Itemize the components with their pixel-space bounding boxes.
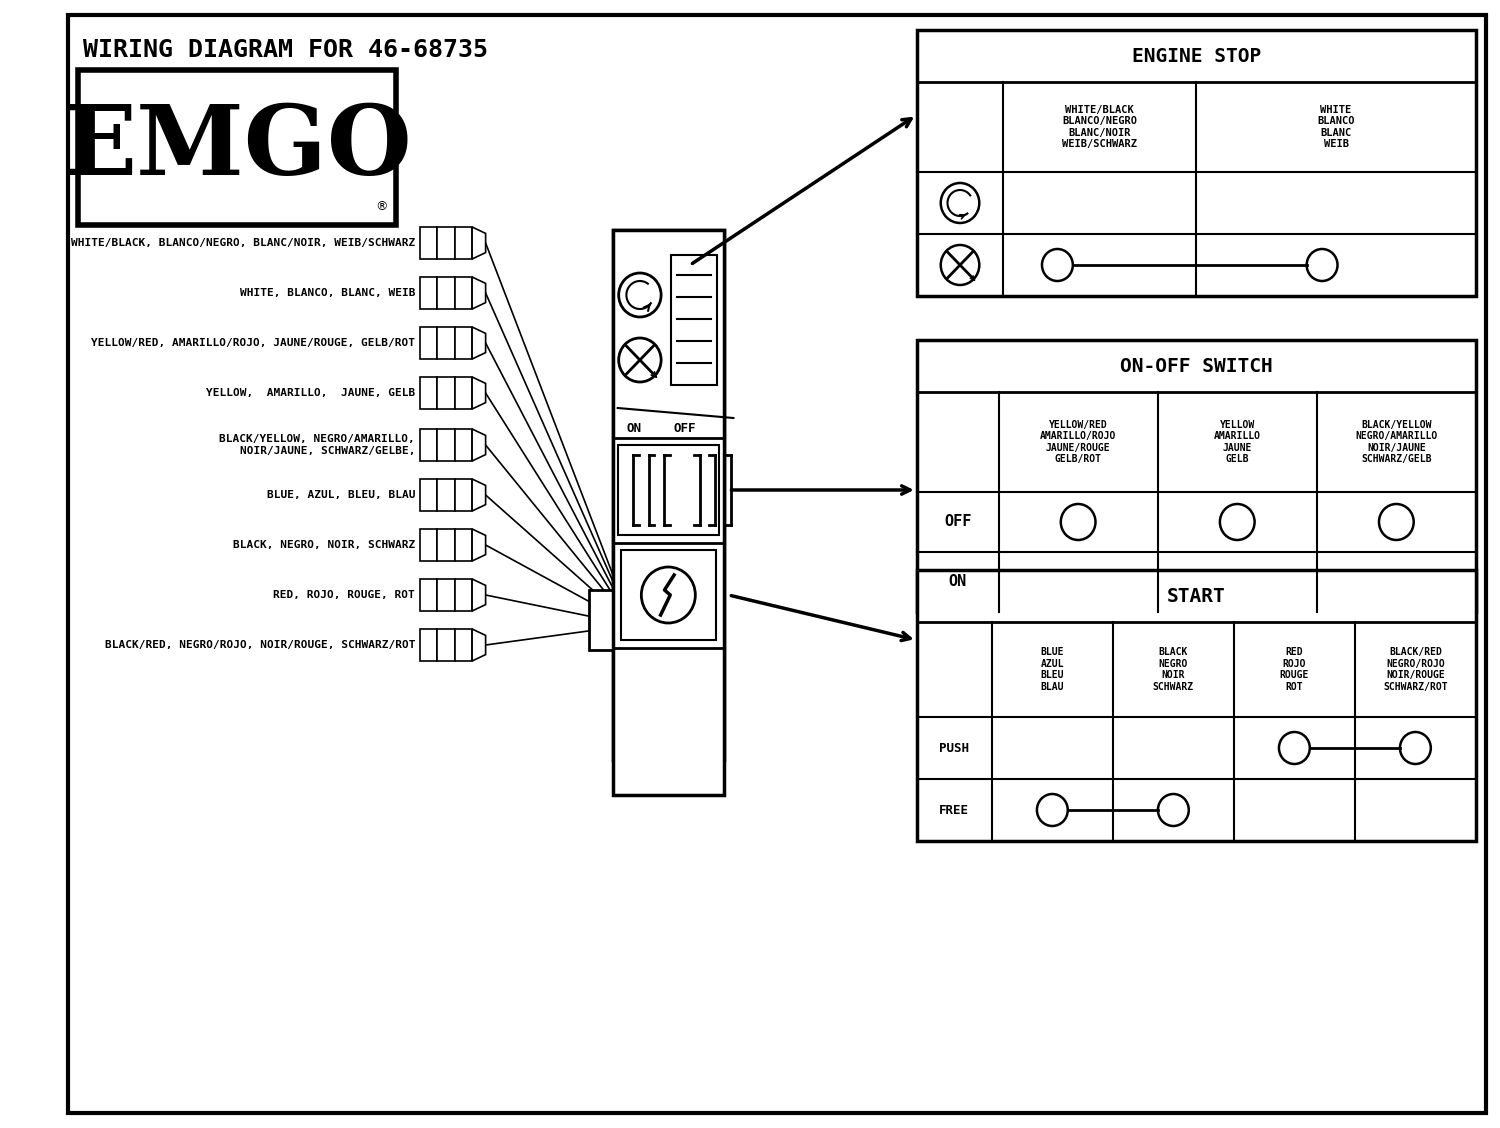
Text: YELLOW,  AMARILLO,  JAUNE, GELB: YELLOW, AMARILLO, JAUNE, GELB [206, 388, 416, 398]
Text: ON: ON [627, 422, 642, 434]
Text: ®: ® [375, 200, 388, 213]
Polygon shape [472, 277, 486, 309]
Bar [454, 227, 472, 259]
Bar [438, 529, 454, 561]
Bar [454, 377, 472, 409]
Text: BLACK
NEGRO
NOIR
SCHWARZ: BLACK NEGRO NOIR SCHWARZ [1154, 647, 1194, 691]
Polygon shape [472, 377, 486, 409]
Circle shape [940, 183, 980, 223]
Bar [454, 529, 472, 561]
Bar [916, 570, 1476, 841]
Bar [420, 227, 438, 259]
Text: FREE: FREE [939, 803, 969, 817]
Circle shape [1378, 504, 1413, 540]
Bar [438, 227, 454, 259]
Bar [454, 629, 472, 661]
Text: WHITE, BLANCO, BLANC, WEIB: WHITE, BLANCO, BLANC, WEIB [240, 288, 416, 298]
Bar [420, 377, 438, 409]
Text: ON: ON [948, 574, 966, 590]
Bar [454, 479, 472, 511]
Bar [420, 277, 438, 309]
Text: RED
ROJO
ROUGE
ROT: RED ROJO ROUGE ROT [1280, 647, 1310, 691]
Text: BLACK/YELLOW
NEGRO/AMARILLO
NOIR/JAUNE
SCHWARZ/GELB: BLACK/YELLOW NEGRO/AMARILLO NOIR/JAUNE S… [1354, 420, 1437, 465]
Bar [438, 327, 454, 359]
Text: OFF: OFF [674, 422, 696, 434]
Polygon shape [472, 579, 486, 611]
Text: START: START [1167, 587, 1226, 606]
Text: OFF: OFF [944, 514, 972, 529]
Circle shape [1220, 504, 1254, 540]
Text: BLACK/RED
NEGRO/ROJO
NOIR/ROUGE
SCHWARZ/ROT: BLACK/RED NEGRO/ROJO NOIR/ROUGE SCHWARZ/… [1383, 647, 1448, 691]
Circle shape [1400, 732, 1431, 764]
Circle shape [940, 245, 980, 285]
Bar [78, 70, 396, 224]
Bar [916, 340, 1476, 613]
Text: BLACK/RED, NEGRO/ROJO, NOIR/ROUGE, SCHWARZ/ROT: BLACK/RED, NEGRO/ROJO, NOIR/ROUGE, SCHWA… [105, 640, 416, 650]
Text: BLACK, NEGRO, NOIR, SCHWARZ: BLACK, NEGRO, NOIR, SCHWARZ [232, 540, 416, 550]
Bar [916, 30, 1476, 296]
Bar [670, 255, 717, 385]
Circle shape [1060, 504, 1095, 540]
Circle shape [618, 338, 662, 382]
Text: YELLOW/RED, AMARILLO/ROJO, JAUNE/ROUGE, GELB/ROT: YELLOW/RED, AMARILLO/ROJO, JAUNE/ROUGE, … [92, 338, 416, 349]
Text: YELLOW
AMARILLO
JAUNE
GELB: YELLOW AMARILLO JAUNE GELB [1214, 420, 1260, 465]
Bar [420, 529, 438, 561]
Text: ENGINE STOP: ENGINE STOP [1131, 46, 1262, 65]
Bar [438, 377, 454, 409]
Polygon shape [472, 327, 486, 359]
Bar [438, 579, 454, 611]
Bar [621, 550, 716, 640]
Bar [618, 446, 718, 535]
Bar [454, 327, 472, 359]
Text: WHITE
BLANCO
BLANC
WEIB: WHITE BLANCO BLANC WEIB [1317, 105, 1354, 149]
Polygon shape [472, 479, 486, 511]
Text: BLACK/YELLOW, NEGRO/AMARILLO,
NOIR/JAUNE, SCHWARZ/GELBE,: BLACK/YELLOW, NEGRO/AMARILLO, NOIR/JAUNE… [219, 434, 416, 456]
Text: RED, ROJO, ROUGE, ROT: RED, ROJO, ROUGE, ROT [273, 590, 416, 600]
Text: WHITE/BLACK, BLANCO/NEGRO, BLANC/NOIR, WEIB/SCHWARZ: WHITE/BLACK, BLANCO/NEGRO, BLANC/NOIR, W… [70, 238, 416, 248]
Text: WHITE/BLACK
BLANCO/NEGRO
BLANC/NOIR
WEIB/SCHWARZ: WHITE/BLACK BLANCO/NEGRO BLANC/NOIR WEIB… [1062, 105, 1137, 149]
Polygon shape [472, 227, 486, 259]
Text: YELLOW/RED
AMARILLO/ROJO
JAUNE/ROUGE
GELB/ROT: YELLOW/RED AMARILLO/ROJO JAUNE/ROUGE GEL… [1040, 420, 1116, 465]
Bar [590, 590, 613, 650]
Bar [420, 479, 438, 511]
Circle shape [1158, 794, 1190, 826]
Text: BLUE, AZUL, BLEU, BLAU: BLUE, AZUL, BLEU, BLAU [267, 490, 416, 500]
Polygon shape [472, 529, 486, 561]
Circle shape [618, 273, 662, 317]
Polygon shape [472, 429, 486, 461]
Bar [438, 277, 454, 309]
Text: PUSH: PUSH [939, 741, 969, 755]
Bar [420, 579, 438, 611]
Bar [420, 429, 438, 461]
Bar [454, 579, 472, 611]
Circle shape [1036, 794, 1068, 826]
Circle shape [642, 567, 696, 623]
Circle shape [1042, 249, 1072, 281]
Text: EMGO: EMGO [62, 100, 411, 194]
Circle shape [1306, 249, 1338, 281]
Bar [438, 629, 454, 661]
Bar [632, 760, 705, 795]
Bar [614, 230, 724, 795]
Bar [438, 429, 454, 461]
Text: WIRING DIAGRAM FOR 46-68735: WIRING DIAGRAM FOR 46-68735 [82, 38, 488, 62]
Bar [454, 429, 472, 461]
Circle shape [1280, 732, 1310, 764]
Bar [420, 629, 438, 661]
Polygon shape [472, 629, 486, 661]
Bar [642, 760, 694, 778]
Text: ON-OFF SWITCH: ON-OFF SWITCH [1120, 356, 1272, 376]
Bar [454, 277, 472, 309]
Text: BLUE
AZUL
BLEU
BLAU: BLUE AZUL BLEU BLAU [1041, 647, 1064, 691]
Bar [438, 479, 454, 511]
Bar [420, 327, 438, 359]
Bar [614, 230, 724, 760]
